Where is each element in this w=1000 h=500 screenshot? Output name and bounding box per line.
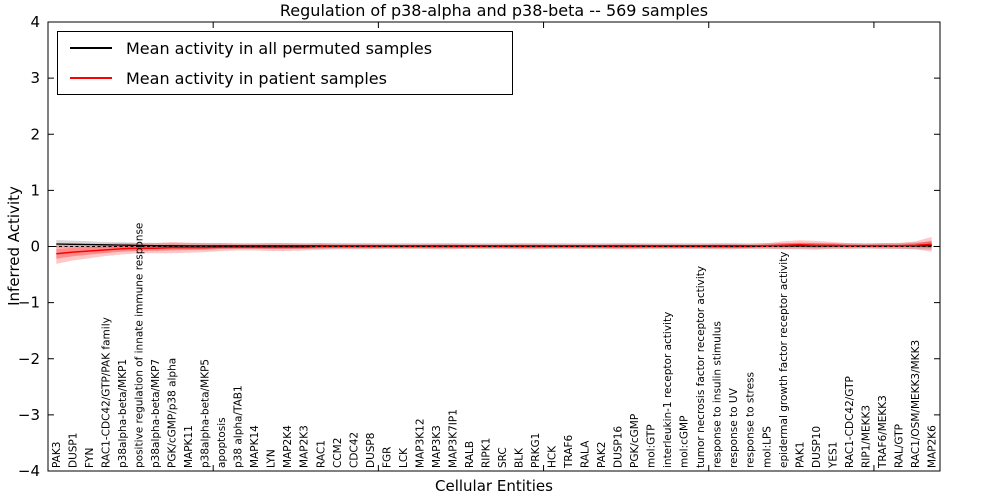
x-category-label: MAPK11 bbox=[183, 425, 195, 468]
x-category-label: apoptosis bbox=[216, 417, 228, 468]
x-category-label: p38alpha-beta/MKP7 bbox=[150, 359, 162, 468]
chart-title: Regulation of p38-alpha and p38-beta -- … bbox=[279, 1, 709, 20]
x-category-label: TRAF6 bbox=[563, 434, 575, 469]
y-tick-label: −2 bbox=[18, 350, 40, 368]
x-axis-label: Cellular Entities bbox=[435, 477, 553, 495]
x-category-label: MAP2K3 bbox=[299, 425, 311, 468]
x-category-label: BLK bbox=[513, 447, 525, 468]
x-category-label: CCM2 bbox=[332, 438, 344, 468]
y-tick-label: −3 bbox=[18, 406, 40, 424]
y-tick-label: 2 bbox=[30, 125, 40, 143]
y-tick-label: 3 bbox=[30, 69, 40, 87]
x-category-label: FYN bbox=[84, 448, 96, 468]
x-category-label: MAPK14 bbox=[249, 425, 261, 468]
x-category-label: PAK1 bbox=[794, 442, 806, 468]
legend-item-permuted: Mean activity in all permuted samples bbox=[58, 34, 512, 62]
x-category-label: MAP3K3 bbox=[431, 425, 443, 468]
x-category-label: SRC bbox=[497, 447, 509, 468]
x-category-label: LCK bbox=[398, 447, 410, 468]
x-category-label: tumor necrosis factor receptor activity bbox=[695, 266, 707, 468]
y-tick-label: −1 bbox=[18, 294, 40, 312]
legend-label-permuted: Mean activity in all permuted samples bbox=[126, 38, 433, 58]
x-category-label: interleukin-1 receptor activity bbox=[662, 312, 674, 468]
x-category-label: RIP1/MEKK3 bbox=[860, 405, 872, 468]
x-category-label: DUSP8 bbox=[365, 433, 377, 468]
x-category-label: response to UV bbox=[728, 387, 740, 468]
x-category-label: RALB bbox=[464, 441, 476, 468]
y-tick-label: 4 bbox=[30, 13, 40, 31]
x-category-label: MAP3K7IP1 bbox=[447, 409, 459, 468]
x-category-label: response to insulin stimulus bbox=[712, 321, 724, 468]
y-tick-label: 1 bbox=[30, 181, 40, 199]
y-axis-label: Inferred Activity bbox=[5, 186, 23, 306]
patient-line-swatch bbox=[70, 77, 112, 79]
permuted-line-swatch bbox=[70, 47, 112, 49]
x-category-label: p38alpha-beta/MKP5 bbox=[200, 359, 212, 468]
x-category-label: RAC1-CDC42/GTP/PAK family bbox=[101, 317, 113, 468]
x-category-label: FGR bbox=[381, 447, 393, 468]
x-category-label: response to stress bbox=[745, 372, 757, 468]
x-category-label: epidermal growth factor receptor activit… bbox=[778, 251, 790, 468]
y-tick-label: −4 bbox=[18, 462, 40, 480]
x-category-label: DUSP16 bbox=[613, 426, 625, 468]
legend-label-patient: Mean activity in patient samples bbox=[126, 68, 387, 88]
x-category-label: PAK3 bbox=[51, 442, 63, 468]
x-category-label: CDC42 bbox=[348, 432, 360, 468]
legend-item-patient: Mean activity in patient samples bbox=[58, 64, 512, 92]
x-category-label: YES1 bbox=[827, 442, 839, 469]
x-category-label: MAP3K12 bbox=[414, 418, 426, 468]
x-category-label: RAC1-CDC42/GTP bbox=[844, 376, 856, 468]
x-category-label: positive regulation of innate immune res… bbox=[134, 223, 146, 468]
x-category-label: MAP2K4 bbox=[282, 425, 294, 468]
x-category-label: RAC1 bbox=[315, 440, 327, 468]
x-category-label: PGK/cGMP/p38 alpha bbox=[167, 358, 179, 468]
legend: Mean activity in all permuted samples Me… bbox=[57, 31, 513, 95]
x-category-label: p38 alpha/TAB1 bbox=[233, 385, 245, 468]
x-category-label: DUSP10 bbox=[811, 426, 823, 468]
x-category-label: PAK2 bbox=[596, 442, 608, 468]
x-category-label: DUSP1 bbox=[67, 433, 79, 468]
y-tick-label: 0 bbox=[30, 238, 40, 256]
x-category-label: RAC1/OSM/MEKK3/MKK3 bbox=[910, 340, 922, 468]
x-category-label: mol:GTP bbox=[646, 424, 658, 468]
x-category-label: mol:LPS bbox=[761, 426, 773, 468]
x-category-label: mol:cGMP bbox=[679, 416, 691, 468]
patient-band-inner bbox=[56, 240, 932, 259]
x-category-label: RAL/GTP bbox=[893, 424, 905, 468]
x-category-label: PRKG1 bbox=[530, 433, 542, 468]
x-category-label: HCK bbox=[547, 445, 559, 468]
x-category-label: LYN bbox=[266, 449, 278, 468]
patient-band-outer bbox=[56, 237, 932, 264]
x-category-label: RALA bbox=[580, 440, 592, 468]
x-category-label: MAP2K6 bbox=[926, 425, 938, 468]
x-category-label: TRAF6/MEKK3 bbox=[877, 395, 889, 469]
x-category-label: p38alpha-beta/MKP1 bbox=[117, 359, 129, 468]
x-category-label: RIPK1 bbox=[480, 438, 492, 468]
x-category-label: PGK/cGMP bbox=[629, 414, 641, 468]
